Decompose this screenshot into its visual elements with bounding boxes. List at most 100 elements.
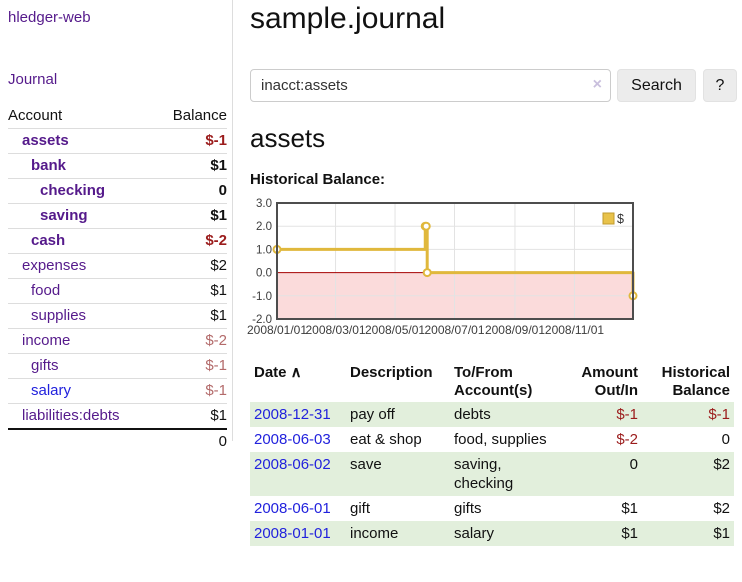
page-title: sample.journal xyxy=(250,2,446,35)
account-cell: bank xyxy=(8,153,156,179)
chart-legend-label: $ xyxy=(617,212,624,226)
nav-journal-link[interactable]: Journal xyxy=(8,71,58,88)
register-date-cell: 2008-06-01 xyxy=(250,496,346,521)
register-accounts-cell: salary xyxy=(454,525,495,542)
chart-title: Historical Balance: xyxy=(250,171,386,188)
account-link-salary[interactable]: salary xyxy=(31,382,72,399)
register-col-to-from: To/From Account(s) xyxy=(454,364,533,399)
register-description-cell: eat & shop xyxy=(350,431,422,448)
svg-text:2008/09/01: 2008/09/01 xyxy=(485,323,545,337)
account-link-supplies[interactable]: supplies xyxy=(31,307,87,324)
svg-text:-2.0: -2.0 xyxy=(252,314,272,326)
accounts-balance-table: Account Balance assets $-1 bank $1 checking 0… xyxy=(8,104,227,454)
search-button[interactable]: Search xyxy=(617,69,696,102)
account-row: saving $1 xyxy=(8,203,227,229)
register-accounts-cell: debts xyxy=(454,406,491,423)
account-link-liabilities-debts[interactable]: liabilities:debts xyxy=(22,407,120,424)
register-date-link[interactable]: 2008-06-03 xyxy=(254,431,331,448)
account-heading: assets xyxy=(250,123,326,153)
account-cell: checking xyxy=(8,178,156,204)
account-balance: $-1 xyxy=(155,353,227,379)
account-link-saving[interactable]: saving xyxy=(40,207,88,224)
sidebar: hledger-web Journal Account Balance asse… xyxy=(0,0,233,454)
register-balance-cell: $1 xyxy=(713,525,730,542)
account-balance: $1 xyxy=(155,303,227,329)
account-balance: $-2 xyxy=(155,228,227,254)
account-balance: $-1 xyxy=(155,378,227,404)
register-col-historical: Historical Balance xyxy=(661,364,730,399)
account-row: food $1 xyxy=(8,278,227,304)
account-row: liabilities:debts $1 xyxy=(8,403,227,430)
register-amount-cell: $-2 xyxy=(616,431,638,448)
clear-search-icon[interactable]: × xyxy=(592,76,602,93)
svg-text:1.0: 1.0 xyxy=(256,244,272,256)
svg-text:0.0: 0.0 xyxy=(256,268,272,280)
register-row: 2008-01-01 income salary $1 $1 xyxy=(250,521,734,546)
accounts-total-value: 0 xyxy=(155,428,227,454)
chart-canvas: 3.0 2.0 1.0 0.0 -1.0 -2.02008/01/012008/03/01… xyxy=(247,198,638,337)
account-balance: $2 xyxy=(155,253,227,279)
register-accounts-cell: gifts xyxy=(454,500,482,517)
accounts-header-row: Account Balance xyxy=(8,104,227,129)
account-row: expenses $2 xyxy=(8,253,227,279)
register-col-date[interactable]: Date ∧ xyxy=(254,364,302,381)
accounts-total-row: 0 xyxy=(8,428,227,454)
svg-text:2.0: 2.0 xyxy=(256,221,272,233)
register-row: 2008-06-02 save saving, checking 0 $2 xyxy=(250,452,734,496)
account-link-food[interactable]: food xyxy=(31,282,61,299)
register-amount-cell: 0 xyxy=(629,456,638,473)
register-date-link[interactable]: 2008-01-01 xyxy=(254,525,331,542)
account-balance: 0 xyxy=(155,178,227,204)
account-link-income[interactable]: income xyxy=(22,332,71,349)
accounts-total-spacer xyxy=(8,428,156,454)
register-date-link[interactable]: 2008-12-31 xyxy=(254,406,331,423)
accounts-col-balance: Balance xyxy=(155,104,227,129)
register-balance-cell: $2 xyxy=(713,500,730,517)
account-row: income $-2 xyxy=(8,328,227,354)
account-link-bank[interactable]: bank xyxy=(31,157,67,174)
help-button[interactable]: ? xyxy=(703,69,737,102)
account-row: assets $-1 xyxy=(8,128,227,154)
svg-text:-1.0: -1.0 xyxy=(252,291,272,303)
register-table: Date ∧ Description To/From Account(s) Amount… xyxy=(250,362,734,546)
account-cell: saving xyxy=(8,203,156,229)
register-row: 2008-06-03 eat & shop food, supplies $-2 0 xyxy=(250,427,734,452)
account-link-cash[interactable]: cash xyxy=(31,232,66,249)
register-date-cell: 2008-12-31 xyxy=(250,402,346,427)
account-cell: assets xyxy=(8,128,156,154)
account-cell: income xyxy=(8,328,156,354)
sort-asc-icon[interactable]: ∧ xyxy=(286,364,302,381)
account-link-gifts[interactable]: gifts xyxy=(31,357,59,374)
register-accounts-cell: saving, checking xyxy=(454,456,514,492)
register-date-link[interactable]: 2008-06-02 xyxy=(254,456,331,473)
account-row: cash $-2 xyxy=(8,228,227,254)
app-title-link[interactable]: hledger-web xyxy=(8,9,91,26)
account-row: bank $1 xyxy=(8,153,227,179)
account-cell: salary xyxy=(8,378,156,404)
search-bar: × xyxy=(250,69,611,102)
register-date-cell: 2008-06-02 xyxy=(250,452,346,496)
historical-balance-chart[interactable]: 3.0 2.0 1.0 0.0 -1.0 -2.0 2008/01/01 2008/03/01… xyxy=(247,196,650,344)
account-cell: food xyxy=(8,278,156,304)
account-cell: liabilities:debts xyxy=(8,403,156,430)
account-link-checking[interactable]: checking xyxy=(40,182,106,199)
account-balance: $1 xyxy=(155,153,227,179)
register-col-description: Description xyxy=(350,364,433,381)
search-input[interactable] xyxy=(250,69,611,102)
account-balance: $1 xyxy=(155,403,227,430)
register-amount-cell: $1 xyxy=(621,500,638,517)
register-date-cell: 2008-01-01 xyxy=(250,521,346,546)
svg-text:2008/05/01: 2008/05/01 xyxy=(365,323,425,337)
account-link-expenses[interactable]: expenses xyxy=(22,257,87,274)
account-balance: $-2 xyxy=(155,328,227,354)
account-row: supplies $1 xyxy=(8,303,227,329)
register-accounts-cell: food, supplies xyxy=(454,431,547,448)
register-date-link[interactable]: 2008-06-01 xyxy=(254,500,331,517)
account-link-assets[interactable]: assets xyxy=(22,132,69,149)
svg-text:2008/11/01: 2008/11/01 xyxy=(545,323,604,337)
accounts-col-account: Account xyxy=(8,104,156,129)
register-header-row: Date ∧ Description To/From Account(s) Amount… xyxy=(250,362,734,402)
account-balance: $-1 xyxy=(155,128,227,154)
register-balance-cell: $2 xyxy=(713,456,730,473)
account-balance: $1 xyxy=(155,203,227,229)
